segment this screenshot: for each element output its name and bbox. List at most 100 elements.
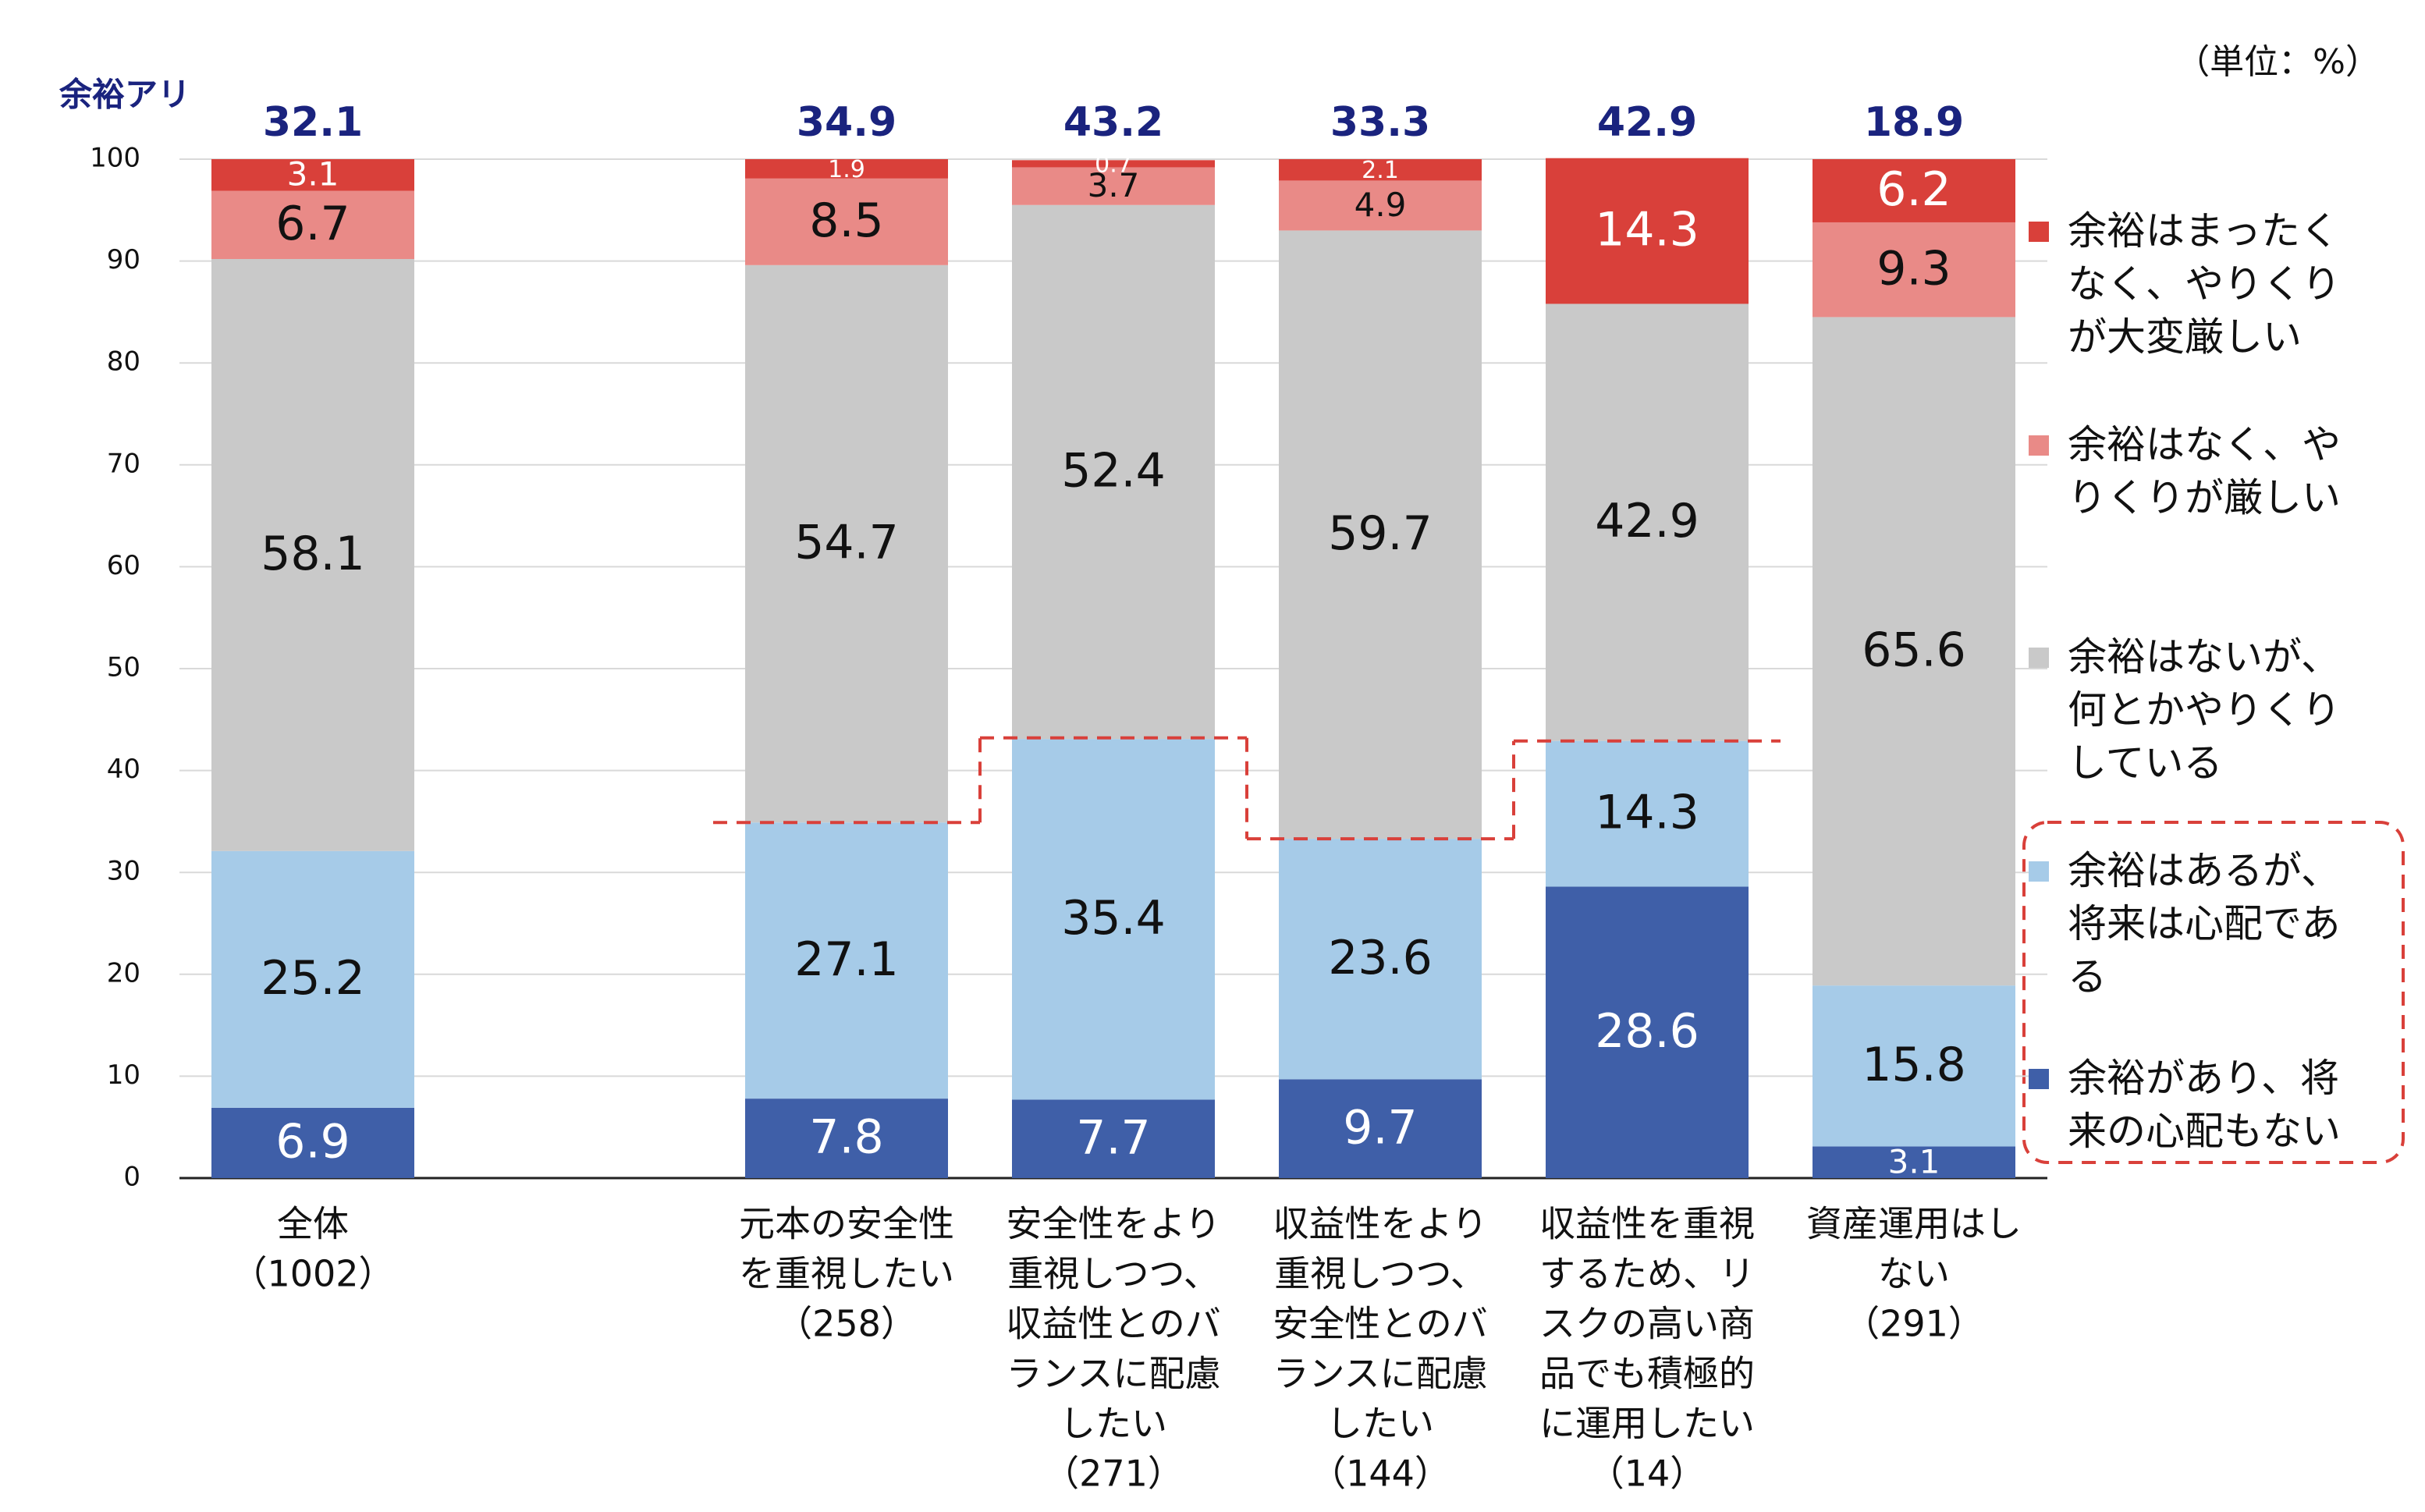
legend-label: 余裕があり、将来の心配もない bbox=[2068, 1056, 2341, 1154]
bar-segment bbox=[745, 178, 948, 265]
data-label: 3.1 bbox=[287, 155, 339, 193]
legend-entry: 余裕はないが、何とかやりくりしている bbox=[2029, 630, 2377, 790]
data-label: 4.9 bbox=[1355, 186, 1407, 224]
data-label: 9.7 bbox=[1343, 1100, 1417, 1155]
bar-segment bbox=[1546, 158, 1749, 304]
data-label: 28.6 bbox=[1595, 1004, 1699, 1059]
x-tick-label: ない bbox=[1878, 1253, 1950, 1295]
x-tick-label: （271） bbox=[1043, 1453, 1184, 1495]
data-label: 27.1 bbox=[794, 932, 899, 987]
x-tick-label: （291） bbox=[1844, 1303, 1984, 1345]
y-tick-label: 50 bbox=[107, 652, 140, 683]
bar-segment bbox=[745, 1099, 948, 1178]
y-tick-label: 60 bbox=[107, 550, 140, 581]
total-label: 33.3 bbox=[1330, 99, 1430, 146]
bar-segment bbox=[1813, 159, 2015, 222]
bar-segment bbox=[745, 822, 948, 1099]
bar-segment bbox=[1813, 985, 2015, 1147]
bar-segment bbox=[1012, 167, 1215, 205]
data-label: 0.7 bbox=[1095, 151, 1132, 178]
x-tick-label: （14） bbox=[1589, 1453, 1706, 1495]
legend-label: 余裕はあるが、将来は心配である bbox=[2068, 848, 2341, 999]
legend-swatch bbox=[2029, 435, 2049, 456]
bar-segment bbox=[211, 850, 414, 1108]
bar-segment bbox=[211, 258, 414, 851]
bar-segment bbox=[1279, 1079, 1482, 1178]
data-label: 9.3 bbox=[1876, 241, 1951, 296]
x-tick-label: 資産運用はし bbox=[1806, 1203, 2022, 1245]
data-label: 54.7 bbox=[794, 516, 899, 570]
bar-segment bbox=[1279, 180, 1482, 231]
legend-label: 余裕はまったくなく、やりくりが大変厳しい bbox=[2068, 208, 2341, 360]
total-label: 18.9 bbox=[1864, 99, 1964, 146]
x-tick-label: したい bbox=[1060, 1403, 1167, 1445]
data-label: 42.9 bbox=[1595, 494, 1699, 548]
legend-label: 余裕はないが、何とかやりくりしている bbox=[2068, 634, 2341, 786]
data-label: 14.3 bbox=[1595, 203, 1699, 257]
legend-entry: 余裕はなく、やりくりが厳しい bbox=[2029, 418, 2377, 524]
y-tick-label: 40 bbox=[107, 754, 140, 785]
total-label: 34.9 bbox=[797, 99, 897, 146]
y-tick-label: 30 bbox=[107, 856, 140, 887]
x-tick-label: ランスに配慮 bbox=[1006, 1353, 1220, 1395]
bar-segment bbox=[1012, 1099, 1215, 1178]
bar-segment bbox=[1813, 317, 2015, 986]
total-label: 43.2 bbox=[1063, 99, 1163, 146]
x-tick-label: 収益性とのバ bbox=[1006, 1303, 1221, 1345]
x-tick-label: 品でも積極的 bbox=[1539, 1353, 1755, 1395]
bar-segment bbox=[1012, 204, 1215, 740]
bar-segment bbox=[1012, 160, 1215, 168]
data-label: 8.5 bbox=[809, 193, 883, 248]
data-label: 58.1 bbox=[261, 527, 365, 581]
data-label: 59.7 bbox=[1328, 506, 1433, 561]
bar-segment bbox=[1546, 303, 1749, 741]
y-tick-label: 70 bbox=[107, 448, 140, 479]
legend-entry: 余裕はまったくなく、やりくりが大変厳しい bbox=[2029, 204, 2377, 364]
legend-swatch bbox=[2029, 648, 2049, 668]
data-label: 15.8 bbox=[1862, 1038, 1966, 1092]
bar-segment bbox=[1279, 230, 1482, 839]
bar-segment bbox=[1813, 222, 2015, 318]
legend-entry: 余裕はあるが、将来は心配である bbox=[2029, 844, 2377, 1003]
bar-segment bbox=[1813, 1146, 2015, 1178]
bar-segment bbox=[1546, 886, 1749, 1178]
x-tick-label: 重視しつつ、 bbox=[1007, 1253, 1219, 1295]
x-tick-label: したい bbox=[1326, 1403, 1434, 1445]
total-label: 32.1 bbox=[263, 99, 363, 146]
total-label: 42.9 bbox=[1597, 99, 1697, 146]
y-tick-label: 90 bbox=[107, 244, 140, 275]
y-tick-label: 100 bbox=[90, 143, 140, 174]
legend-swatch bbox=[2029, 222, 2049, 242]
bar-segment bbox=[745, 159, 948, 179]
legend-swatch bbox=[2029, 1069, 2049, 1089]
data-label: 52.4 bbox=[1061, 444, 1166, 499]
y-tick-label: 10 bbox=[107, 1059, 140, 1091]
bar-segment bbox=[211, 1107, 414, 1178]
bar-segment bbox=[211, 159, 414, 191]
bar-segment bbox=[211, 190, 414, 259]
data-label: 23.6 bbox=[1328, 931, 1433, 985]
bar-segment bbox=[1012, 739, 1215, 1100]
bar-segment bbox=[1279, 159, 1482, 181]
data-label: 2.1 bbox=[1362, 157, 1399, 184]
data-label: 6.2 bbox=[1876, 162, 1951, 217]
legend-swatch bbox=[2029, 861, 2049, 882]
legend-entry: 余裕があり、将来の心配もない bbox=[2029, 1052, 2377, 1158]
x-tick-label: スクの高い商 bbox=[1539, 1303, 1755, 1345]
x-tick-label: （258） bbox=[776, 1303, 917, 1345]
data-label: 25.2 bbox=[261, 951, 365, 1006]
legend-highlight bbox=[2022, 821, 2405, 1164]
x-tick-label: するため、リ bbox=[1539, 1253, 1755, 1295]
x-tick-label: 元本の安全性 bbox=[739, 1203, 954, 1245]
data-label: 6.9 bbox=[275, 1115, 350, 1169]
x-tick-label: 安全性とのバ bbox=[1273, 1303, 1488, 1345]
x-tick-label: （144） bbox=[1310, 1453, 1450, 1495]
data-label: 6.7 bbox=[275, 197, 350, 251]
data-label: 1.9 bbox=[828, 156, 865, 183]
unit-note: （単位：%） bbox=[2175, 42, 2380, 82]
x-tick-label: に運用したい bbox=[1539, 1403, 1755, 1445]
y-tick-label: 80 bbox=[107, 346, 140, 378]
x-tick-label: 全体 bbox=[277, 1203, 349, 1245]
data-label: 7.7 bbox=[1076, 1110, 1150, 1165]
